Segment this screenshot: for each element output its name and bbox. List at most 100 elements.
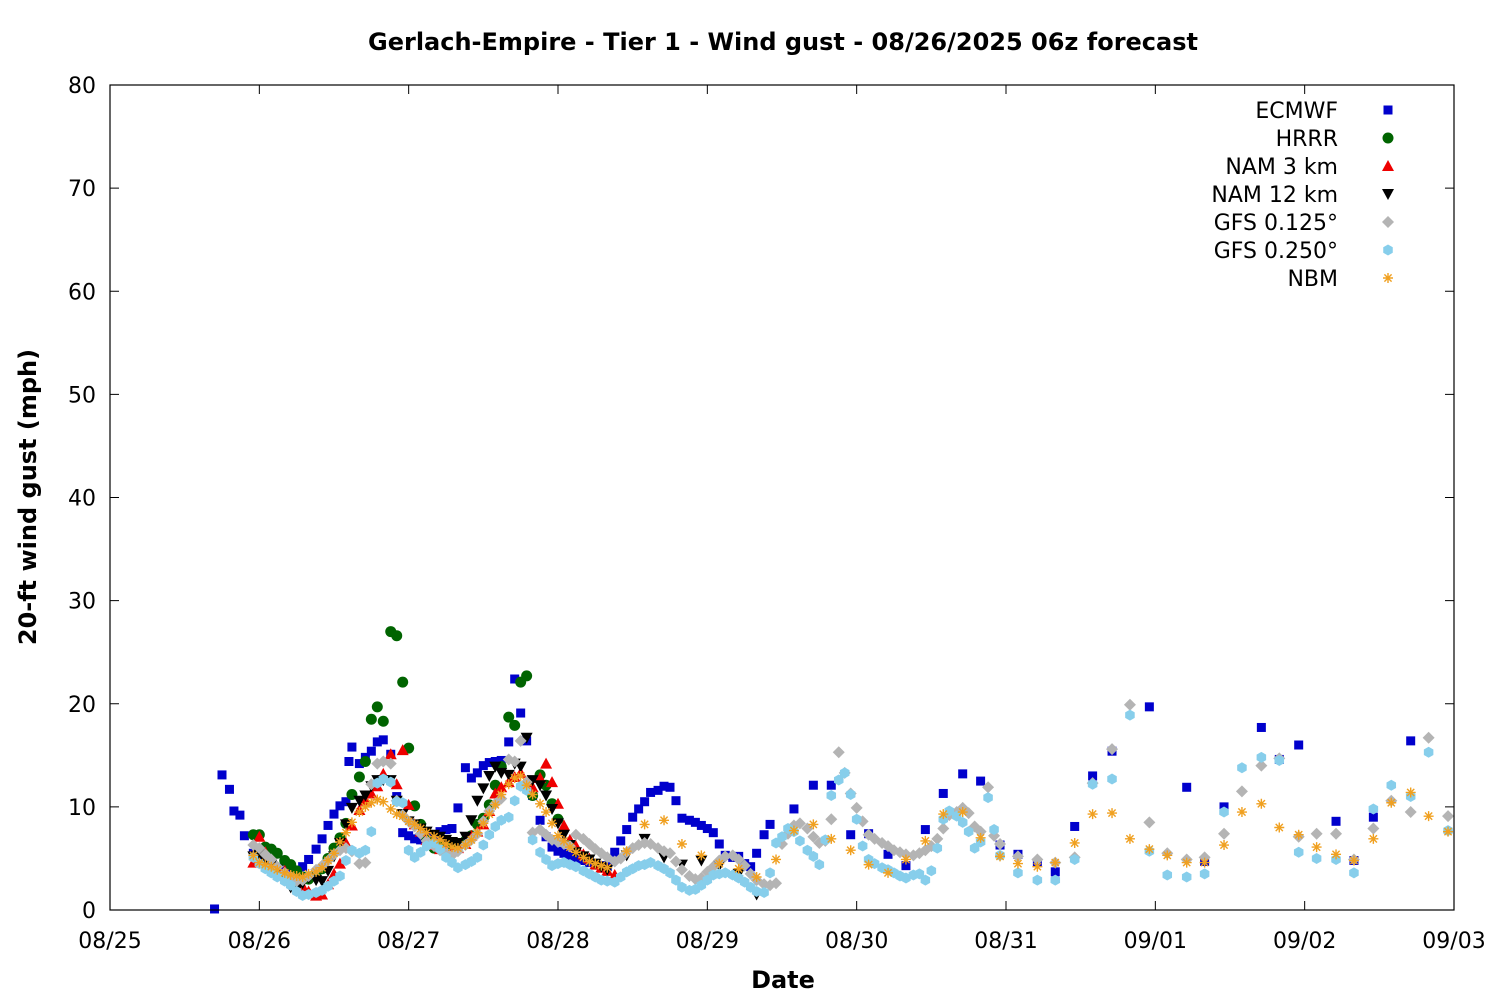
data-point [671, 874, 681, 886]
data-point [646, 787, 656, 797]
legend-label: GFS 0.250° [1214, 239, 1338, 264]
data-point [1144, 844, 1155, 855]
legend-label: HRRR [1276, 127, 1338, 152]
data-point [931, 832, 944, 845]
data-point [316, 876, 329, 888]
data-point [1310, 827, 1323, 840]
data-point [317, 834, 327, 844]
data-point [559, 848, 569, 858]
data-point [378, 773, 389, 785]
data-point [920, 835, 931, 846]
data-point [359, 856, 372, 869]
data-point [1423, 811, 1434, 822]
data-point [752, 848, 762, 858]
data-point [291, 870, 302, 881]
data-point [311, 844, 321, 854]
x-axis-ticks: 08/25 08/26 08/27 08/28 08/29 08/30 08/31 09/01… [78, 85, 1486, 954]
legend-marker [1382, 132, 1394, 144]
data-point [808, 819, 819, 830]
data-point [366, 746, 376, 756]
data-point [622, 825, 632, 835]
data-point [571, 861, 581, 873]
data-point [1123, 698, 1136, 711]
data-point [303, 868, 314, 879]
data-point [833, 774, 844, 786]
y-tick-label: 20 [68, 693, 96, 718]
data-point [732, 853, 745, 866]
data-point [676, 839, 687, 849]
y-tick-label: 40 [68, 487, 96, 512]
legend-marker [1383, 273, 1393, 283]
data-point [759, 886, 769, 898]
data-point [372, 737, 382, 747]
data-point [719, 850, 732, 863]
data-point [1031, 853, 1044, 866]
y-tick-label: 30 [68, 590, 96, 615]
data-point [1087, 809, 1098, 820]
legend-marker [1383, 105, 1393, 115]
data-point [1088, 771, 1098, 781]
data-point [1331, 816, 1341, 826]
data-point [1162, 850, 1173, 861]
legend-label: NAM 12 km [1211, 183, 1338, 208]
data-point [429, 831, 440, 842]
data-point [1032, 861, 1043, 872]
data-point [527, 834, 538, 846]
legend-label: ECMWF [1255, 99, 1338, 124]
data-point [509, 773, 520, 783]
data-point [1012, 858, 1023, 869]
data-point [260, 859, 271, 870]
data-point [1294, 740, 1304, 750]
data-point [285, 879, 296, 891]
data-point [932, 842, 943, 854]
data-point [590, 858, 601, 869]
data-point [484, 809, 495, 820]
data-point [975, 832, 986, 843]
data-point [982, 781, 995, 794]
data-point [253, 842, 266, 855]
data-point [1256, 722, 1266, 732]
data-point [900, 854, 911, 865]
data-point [675, 863, 688, 876]
data-point [1107, 808, 1118, 819]
data-point [484, 829, 495, 841]
data-point [503, 811, 514, 823]
data-point [962, 807, 975, 820]
data-point [496, 814, 507, 826]
data-point [1368, 833, 1379, 844]
data-point [483, 770, 496, 782]
data-point [341, 855, 351, 866]
x-tick-label: 09/02 [1273, 929, 1336, 954]
data-point [1330, 827, 1343, 840]
data-point [777, 831, 787, 843]
data-point [602, 862, 613, 873]
plot-area [210, 626, 1455, 914]
data-point [920, 825, 930, 835]
data-point [957, 816, 968, 828]
data-point [402, 798, 415, 810]
legend-label: NAM 3 km [1225, 155, 1338, 180]
data-point [1236, 807, 1247, 818]
data-point [217, 770, 227, 780]
data-point [634, 804, 644, 814]
data-point [540, 757, 553, 769]
data-point [435, 834, 446, 845]
data-point [335, 870, 345, 882]
data-point [347, 844, 357, 856]
data-point [535, 846, 545, 858]
data-point [645, 857, 656, 869]
data-point [1162, 869, 1173, 881]
data-point [1405, 787, 1416, 798]
data-point [514, 734, 527, 747]
y-axis-ticks: 0 10 20 30 40 50 60 70 80 [68, 74, 1454, 924]
data-point [1124, 833, 1135, 844]
data-point [390, 778, 403, 790]
data-point [883, 849, 893, 859]
data-point [1293, 829, 1304, 840]
data-point [1125, 709, 1135, 721]
data-point [653, 785, 663, 795]
data-point [253, 830, 266, 842]
legend-marker [1383, 244, 1393, 256]
data-point [410, 834, 420, 844]
